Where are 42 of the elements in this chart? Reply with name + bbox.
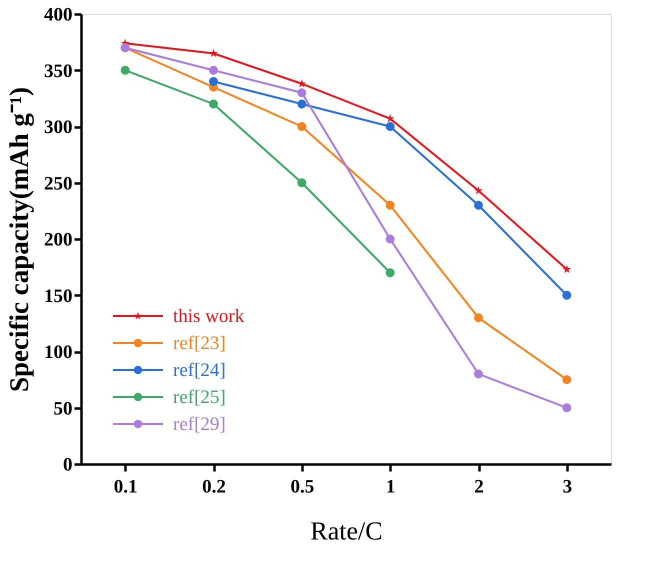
- legend-label: ref[29]: [173, 414, 226, 435]
- x-tick-label: 0.2: [202, 476, 226, 498]
- point: [209, 100, 218, 108]
- point: [562, 403, 572, 412]
- point: [209, 77, 218, 86]
- point: [386, 268, 395, 278]
- point: [297, 100, 306, 108]
- y-tick-label: 250: [44, 173, 72, 194]
- point: [562, 264, 572, 273]
- y-tick-label: 100: [44, 342, 72, 363]
- y-tick-label: 300: [44, 117, 72, 138]
- point: [386, 234, 395, 244]
- x-tick-label: 3: [562, 476, 572, 498]
- point: [297, 122, 306, 131]
- x-tick-label: 0.1: [114, 476, 138, 498]
- point: [474, 370, 483, 378]
- point: [474, 313, 483, 322]
- y-tick-label: 0: [63, 454, 72, 476]
- point: [209, 66, 218, 75]
- legend-label: ref[25]: [173, 387, 226, 408]
- x-tick-label: 2: [474, 476, 484, 498]
- y-tick-label: 200: [44, 230, 72, 250]
- point: [297, 88, 306, 98]
- point: [386, 122, 395, 131]
- point: [562, 290, 572, 300]
- y-tick-label: 400: [44, 4, 72, 26]
- point: [297, 178, 306, 188]
- point: [386, 200, 395, 210]
- point: [474, 200, 483, 210]
- x-axis-title: Rate/C: [310, 516, 383, 546]
- x-tick-label: 1: [386, 476, 396, 498]
- legend-label: ref[23]: [173, 333, 226, 354]
- point: [562, 375, 572, 384]
- y-tick-label: 150: [44, 286, 72, 307]
- legend-label: this work: [173, 306, 245, 327]
- legend-label: ref[24]: [173, 360, 226, 381]
- y-axis-title: Specific capacity(mAh g⁻¹): [4, 86, 34, 392]
- point: [120, 66, 130, 75]
- y-tick-label: 350: [44, 60, 72, 82]
- point: [474, 186, 483, 194]
- y-tick-label: 50: [54, 398, 72, 420]
- x-tick-label: 0.5: [290, 476, 314, 498]
